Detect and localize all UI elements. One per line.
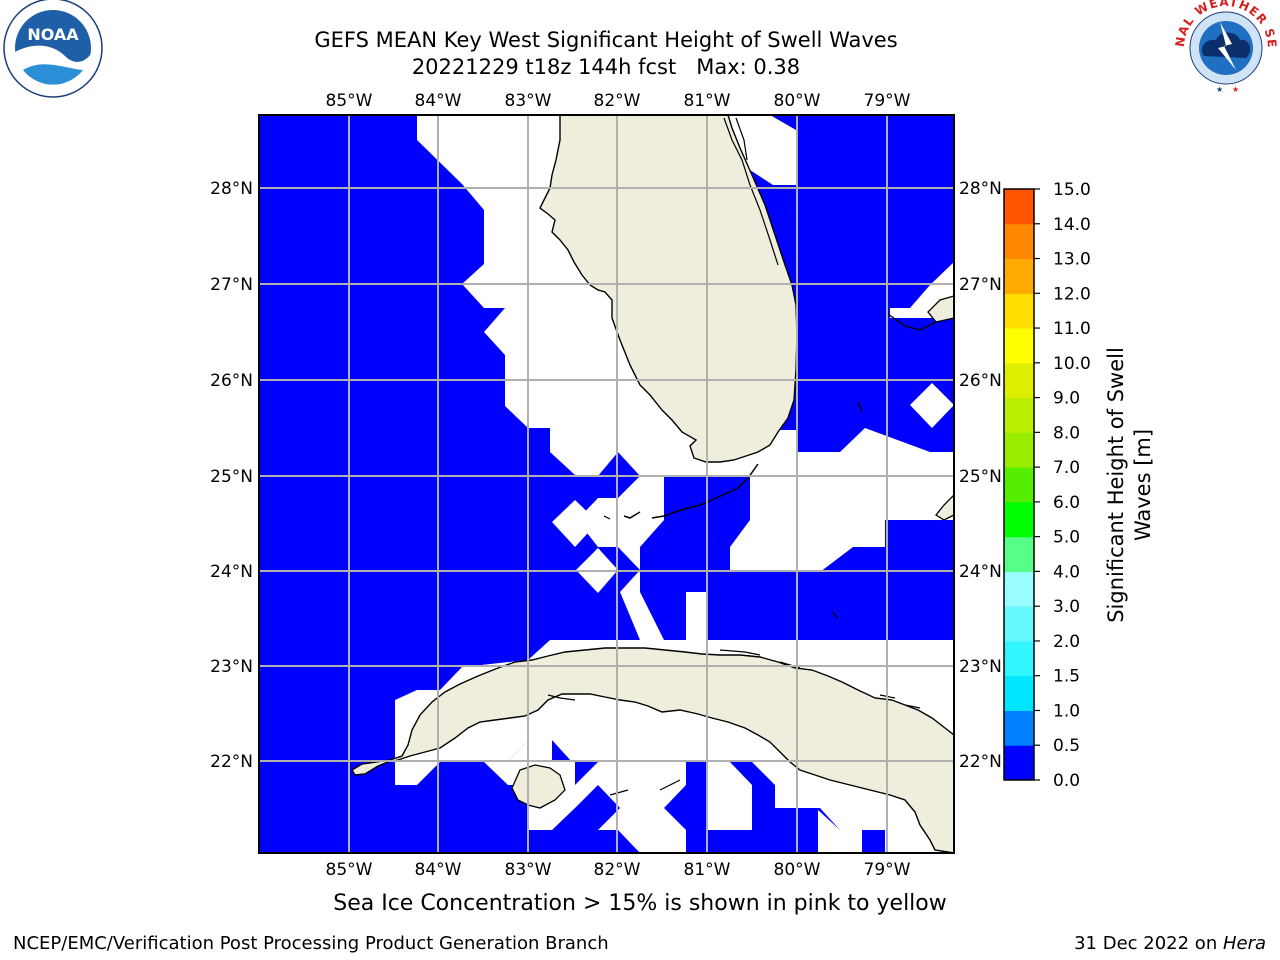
colorbar-frame (1003, 188, 1035, 781)
map-frame (258, 114, 955, 854)
lon-label: 83°W (505, 860, 552, 880)
chart-title: GEFS MEAN Key West Significant Height of… (314, 28, 898, 52)
colorbar-segment (1004, 640, 1034, 677)
lat-label: 25°N (959, 467, 1002, 487)
footer-credit: NCEP/EMC/Verification Post Processing Pr… (13, 933, 609, 954)
noaa-logo: NOAA (3, 0, 103, 98)
colorbar-tick-label: 0.0 (1053, 771, 1080, 791)
lon-label: 80°W (774, 91, 821, 111)
colorbar-tick-label: 10.0 (1053, 354, 1091, 374)
lon-labels-top: 85°W 84°W 83°W 82°W 81°W 80°W 79°W (326, 91, 911, 111)
lat-label: 26°N (210, 371, 253, 391)
lon-label: 79°W (864, 91, 911, 111)
colorbar-tick-label: 12.0 (1053, 284, 1091, 304)
lat-label: 23°N (210, 657, 253, 677)
colorbar-tick-label: 1.5 (1053, 667, 1080, 687)
lon-label: 83°W (505, 91, 552, 111)
lon-label: 79°W (864, 860, 911, 880)
lon-label: 84°W (415, 860, 462, 880)
lat-label: 24°N (210, 562, 253, 582)
lon-label: 85°W (326, 860, 373, 880)
lat-labels-right: 28°N 27°N 26°N 25°N 24°N 23°N 22°N (959, 179, 1002, 772)
colorbar-segment (1004, 501, 1034, 538)
colorbar-tick-label: 11.0 (1053, 319, 1091, 339)
chart-subtitle: 20221229 t18z 144h fcst Max: 0.38 (411, 55, 801, 79)
colorbar-segment (1004, 467, 1034, 503)
colorbar-tick-label: 7.0 (1053, 458, 1080, 478)
svg-text:★: ★ (1232, 85, 1239, 94)
map-area (259, 115, 954, 853)
colorbar-tick-label: 8.0 (1053, 423, 1080, 443)
lon-labels-bottom: 85°W 84°W 83°W 82°W 81°W 80°W 79°W (326, 860, 911, 880)
colorbar-tick-label: 0.5 (1053, 736, 1080, 756)
colorbar-label-line1: Significant Height of Swell (1104, 347, 1128, 623)
colorbar-tick-label: 13.0 (1053, 250, 1091, 270)
lon-label: 82°W (594, 860, 641, 880)
colorbar-tick-label: 14.0 (1053, 215, 1091, 235)
lon-label: 80°W (774, 860, 821, 880)
lat-label: 27°N (210, 275, 253, 295)
colorbar-tick-label: 1.0 (1053, 701, 1080, 721)
colorbar-segment (1004, 328, 1034, 364)
colorbar-segment (1004, 571, 1034, 607)
lat-label: 24°N (959, 562, 1002, 582)
colorbar-segment (1004, 258, 1034, 294)
lat-label: 23°N (959, 657, 1002, 677)
footer-date-text: 31 Dec 2022 on (1074, 933, 1223, 954)
colorbar-segment (1004, 432, 1034, 468)
colorbar-segment (1004, 606, 1034, 642)
colorbar-segment (1004, 223, 1034, 260)
lon-label: 81°W (684, 91, 731, 111)
lat-labels-left: 28°N 27°N 26°N 25°N 24°N 23°N 22°N (210, 179, 253, 772)
lon-label: 81°W (684, 860, 731, 880)
lat-label: 26°N (959, 371, 1002, 391)
lat-label: 27°N (959, 275, 1002, 295)
colorbar-segment (1004, 536, 1034, 572)
lon-label: 84°W (415, 91, 462, 111)
lat-label: 22°N (959, 752, 1002, 772)
colorbar-tick-label: 4.0 (1053, 562, 1080, 582)
lat-label: 28°N (959, 179, 1002, 199)
colorbar-segment (1004, 675, 1034, 711)
graticule (259, 115, 954, 853)
lon-label: 82°W (594, 91, 641, 111)
colorbar: 0.0 0.5 1.0 1.5 2.0 3.0 4.0 5.0 6.0 7.0 8.0 9.0 10.0… (1003, 180, 1091, 791)
lat-label: 25°N (210, 467, 253, 487)
colorbar-segment (1004, 397, 1034, 433)
lat-label: 22°N (210, 752, 253, 772)
colorbar-segment (1004, 189, 1034, 225)
isle-of-youth (511, 764, 566, 809)
colorbar-segment (1004, 710, 1034, 746)
colorbar-tick-label: 3.0 (1053, 597, 1080, 617)
colorbar-segment (1004, 362, 1034, 399)
svg-text:NOAA: NOAA (27, 25, 79, 44)
lat-label: 28°N (210, 179, 253, 199)
footer-machine: Hera (1222, 933, 1266, 954)
colorbar-tick-label: 6.0 (1053, 493, 1080, 513)
florida-landmass (539, 115, 798, 463)
colorbar-tick-label: 5.0 (1053, 528, 1080, 548)
svg-text:★: ★ (1216, 85, 1223, 94)
colorbar-label-line2: Waves [m] (1131, 429, 1155, 541)
colorbar-tick-label: 15.0 (1053, 180, 1091, 200)
colorbar-segment (1004, 745, 1034, 781)
colorbar-tick-label: 2.0 (1053, 632, 1080, 652)
lon-label: 85°W (326, 91, 373, 111)
colorbar-tick-label: 9.0 (1053, 389, 1080, 409)
sea-ice-note: Sea Ice Concentration > 15% is shown in … (333, 891, 947, 916)
colorbar-segment (1004, 293, 1034, 329)
footer-date: 31 Dec 2022 on Hera (1074, 933, 1266, 954)
